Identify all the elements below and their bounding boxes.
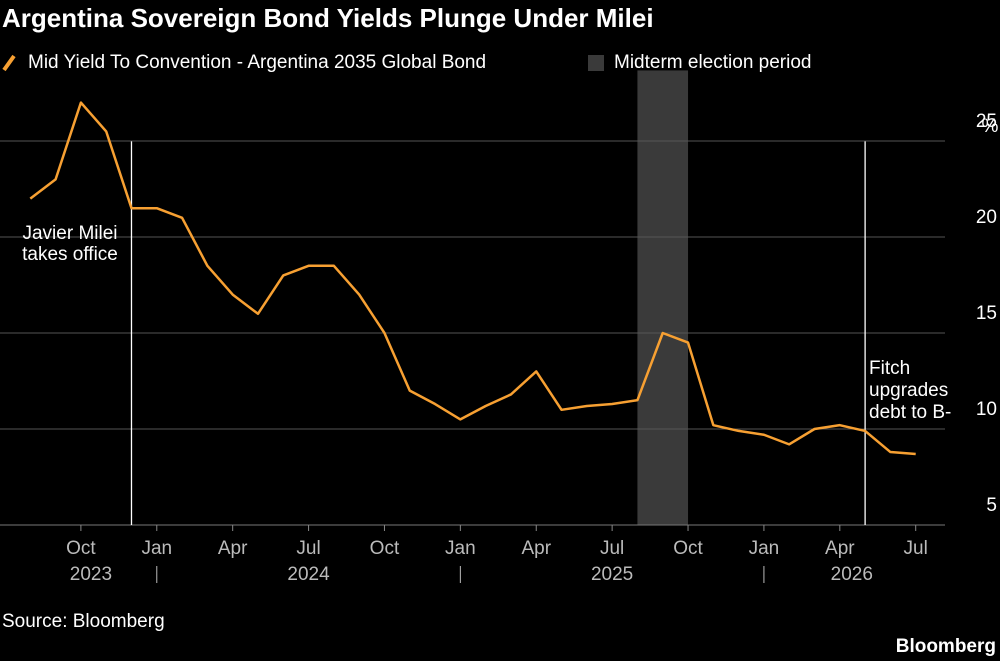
data-line — [29, 101, 916, 456]
x-tick-label: Jan — [445, 538, 476, 559]
x-tick-label: Oct — [673, 538, 703, 559]
annotation-text: debt to B- — [869, 402, 951, 423]
x-tick-label: Oct — [370, 538, 400, 559]
year-label: 2023 — [70, 564, 112, 585]
y-tick-label: 20 — [976, 207, 997, 228]
annotation-text: Javier Milei — [22, 223, 117, 244]
year-label: 2026 — [831, 564, 873, 585]
annotation-text: takes office — [22, 244, 118, 265]
x-tick-label: Jan — [749, 538, 780, 559]
legend-swatch — [2, 54, 16, 72]
year-label: 2025 — [591, 564, 633, 585]
annotation-text: upgrades — [869, 380, 948, 401]
x-tick-label: Apr — [825, 538, 855, 559]
x-tick-label: Jan — [141, 538, 172, 559]
source: Source: Bloomberg — [2, 611, 165, 632]
x-tick-label: Apr — [218, 538, 248, 559]
legend-label: Mid Yield To Convention - Argentina 2035… — [28, 52, 486, 73]
x-tick-label: Jul — [904, 538, 928, 559]
x-tick-label: Oct — [66, 538, 96, 559]
chart-title: Argentina Sovereign Bond Yields Plunge U… — [2, 3, 654, 33]
legend-swatch — [588, 55, 604, 71]
x-tick-label: Jul — [600, 538, 624, 559]
y-tick-label: 5 — [986, 495, 997, 516]
x-tick-label: Jul — [296, 538, 320, 559]
brand: Bloomberg — [896, 636, 996, 657]
annotation-text: Fitch — [869, 358, 910, 379]
shade-band — [637, 70, 689, 526]
legend-label: Midterm election period — [614, 52, 811, 73]
y-tick-label: 25 — [976, 111, 997, 132]
year-label: 2024 — [287, 564, 330, 585]
y-unit: % — [982, 116, 999, 137]
y-tick-label: 15 — [976, 303, 997, 324]
x-tick-label: Apr — [521, 538, 551, 559]
y-tick-label: 10 — [976, 399, 997, 420]
